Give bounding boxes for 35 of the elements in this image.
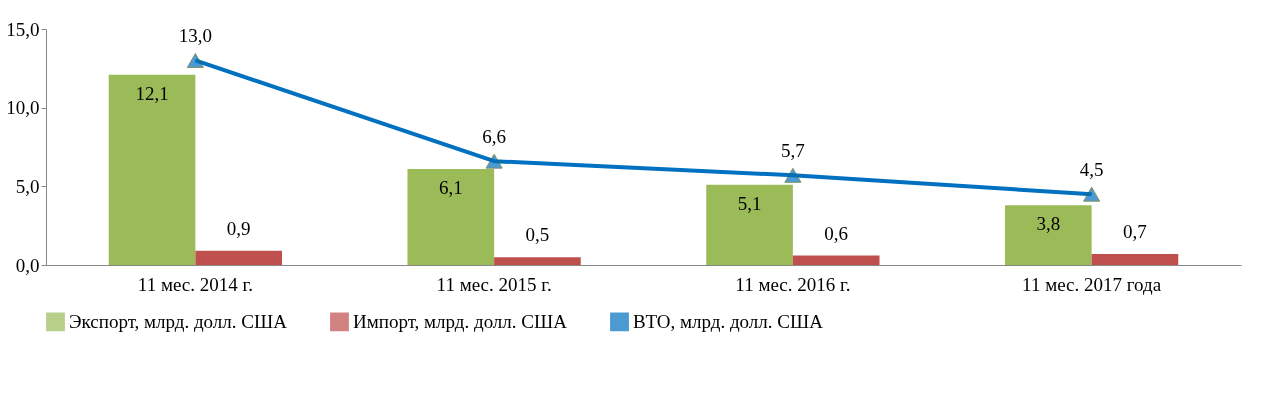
legend-label: Экспорт, млрд. долл. США: [69, 310, 288, 332]
bar: [1091, 253, 1179, 265]
point: [186, 52, 204, 68]
bar: [407, 169, 495, 265]
data-label: 0,9: [226, 217, 251, 239]
bar: [792, 255, 880, 265]
x-tick-label: 11 мес. 2016 г.: [735, 273, 851, 295]
x-tick-label: 11 мес. 2014 г.: [137, 273, 253, 295]
point: [485, 153, 503, 169]
data-label: 6,1: [438, 177, 463, 199]
data-label: 12,1: [135, 82, 169, 104]
x-tick-label: 11 мес. 2015 г.: [436, 273, 552, 295]
data-label: 6,6: [482, 126, 506, 148]
y-tick-label: 15,0: [6, 18, 40, 40]
x-tick-label: 11 мес. 2017 года: [1022, 273, 1162, 295]
bar: [195, 250, 283, 265]
y-tick-label: 0,0: [15, 254, 40, 276]
data-label: 3,8: [1036, 213, 1061, 235]
data-label: 0,6: [824, 222, 849, 244]
legend-label: Импорт, млрд. долл. США: [353, 310, 568, 332]
y-tick-label: 5,0: [15, 175, 40, 197]
bar: [1004, 205, 1092, 265]
data-label: 5,1: [737, 192, 762, 214]
data-label: 4,5: [1079, 159, 1104, 181]
data-label: 0,7: [1123, 220, 1147, 242]
bar: [706, 184, 793, 265]
data-label: 5,7: [781, 140, 805, 162]
bar: [108, 74, 196, 265]
data-label: 13,0: [178, 25, 212, 47]
point: [784, 167, 802, 183]
data-label: 0,5: [525, 224, 550, 246]
legend-label: ВТО, млрд. долл. США: [633, 310, 824, 332]
bar: [494, 257, 581, 265]
point: [1083, 186, 1101, 202]
y-tick-label: 10,0: [6, 97, 40, 119]
